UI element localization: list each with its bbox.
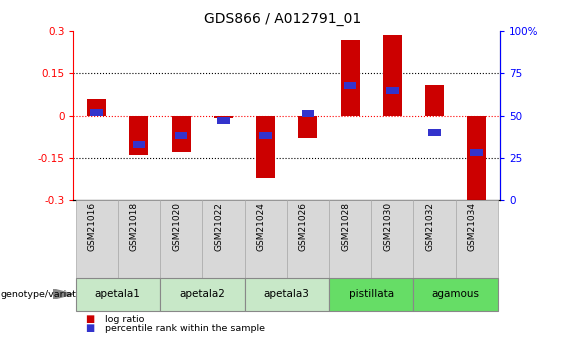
- Bar: [425, 85, 444, 116]
- Text: log ratio: log ratio: [105, 315, 145, 324]
- Bar: [217, 117, 230, 124]
- Bar: [256, 116, 275, 178]
- Bar: [386, 87, 399, 94]
- Bar: [133, 141, 145, 148]
- Text: apetala3: apetala3: [264, 289, 310, 299]
- Bar: [175, 132, 188, 139]
- Text: GSM21024: GSM21024: [257, 202, 266, 251]
- Bar: [302, 110, 314, 117]
- Text: agamous: agamous: [432, 289, 480, 299]
- Text: GSM21032: GSM21032: [425, 202, 434, 251]
- Text: pistillata: pistillata: [349, 289, 394, 299]
- Text: GSM21034: GSM21034: [468, 202, 477, 251]
- Bar: [90, 109, 103, 116]
- Polygon shape: [53, 289, 73, 299]
- Text: GSM21018: GSM21018: [130, 202, 139, 251]
- Bar: [428, 129, 441, 136]
- Bar: [129, 116, 149, 155]
- Bar: [471, 149, 483, 156]
- Text: ■: ■: [85, 314, 94, 324]
- Text: ■: ■: [85, 324, 94, 333]
- Text: GSM21026: GSM21026: [299, 202, 308, 251]
- Text: GSM21020: GSM21020: [172, 202, 181, 251]
- Bar: [259, 132, 272, 139]
- Text: GDS866 / A012791_01: GDS866 / A012791_01: [204, 12, 361, 26]
- Text: apetala2: apetala2: [179, 289, 225, 299]
- Text: GSM21030: GSM21030: [383, 202, 392, 251]
- Bar: [172, 116, 190, 152]
- Bar: [383, 35, 402, 116]
- Text: genotype/variation: genotype/variation: [1, 289, 91, 299]
- Bar: [214, 116, 233, 118]
- Bar: [87, 99, 106, 116]
- Bar: [298, 116, 318, 138]
- Text: GSM21022: GSM21022: [214, 202, 223, 251]
- Text: apetala1: apetala1: [95, 289, 141, 299]
- Text: GSM21016: GSM21016: [88, 202, 97, 251]
- Text: GSM21028: GSM21028: [341, 202, 350, 251]
- Bar: [341, 39, 359, 116]
- Bar: [467, 116, 486, 206]
- Bar: [344, 82, 357, 89]
- Text: percentile rank within the sample: percentile rank within the sample: [105, 324, 265, 333]
